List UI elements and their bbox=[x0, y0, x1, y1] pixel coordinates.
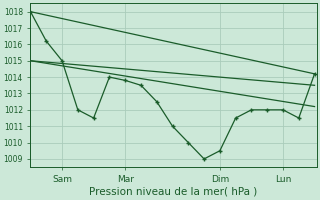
X-axis label: Pression niveau de la mer( hPa ): Pression niveau de la mer( hPa ) bbox=[89, 187, 258, 197]
